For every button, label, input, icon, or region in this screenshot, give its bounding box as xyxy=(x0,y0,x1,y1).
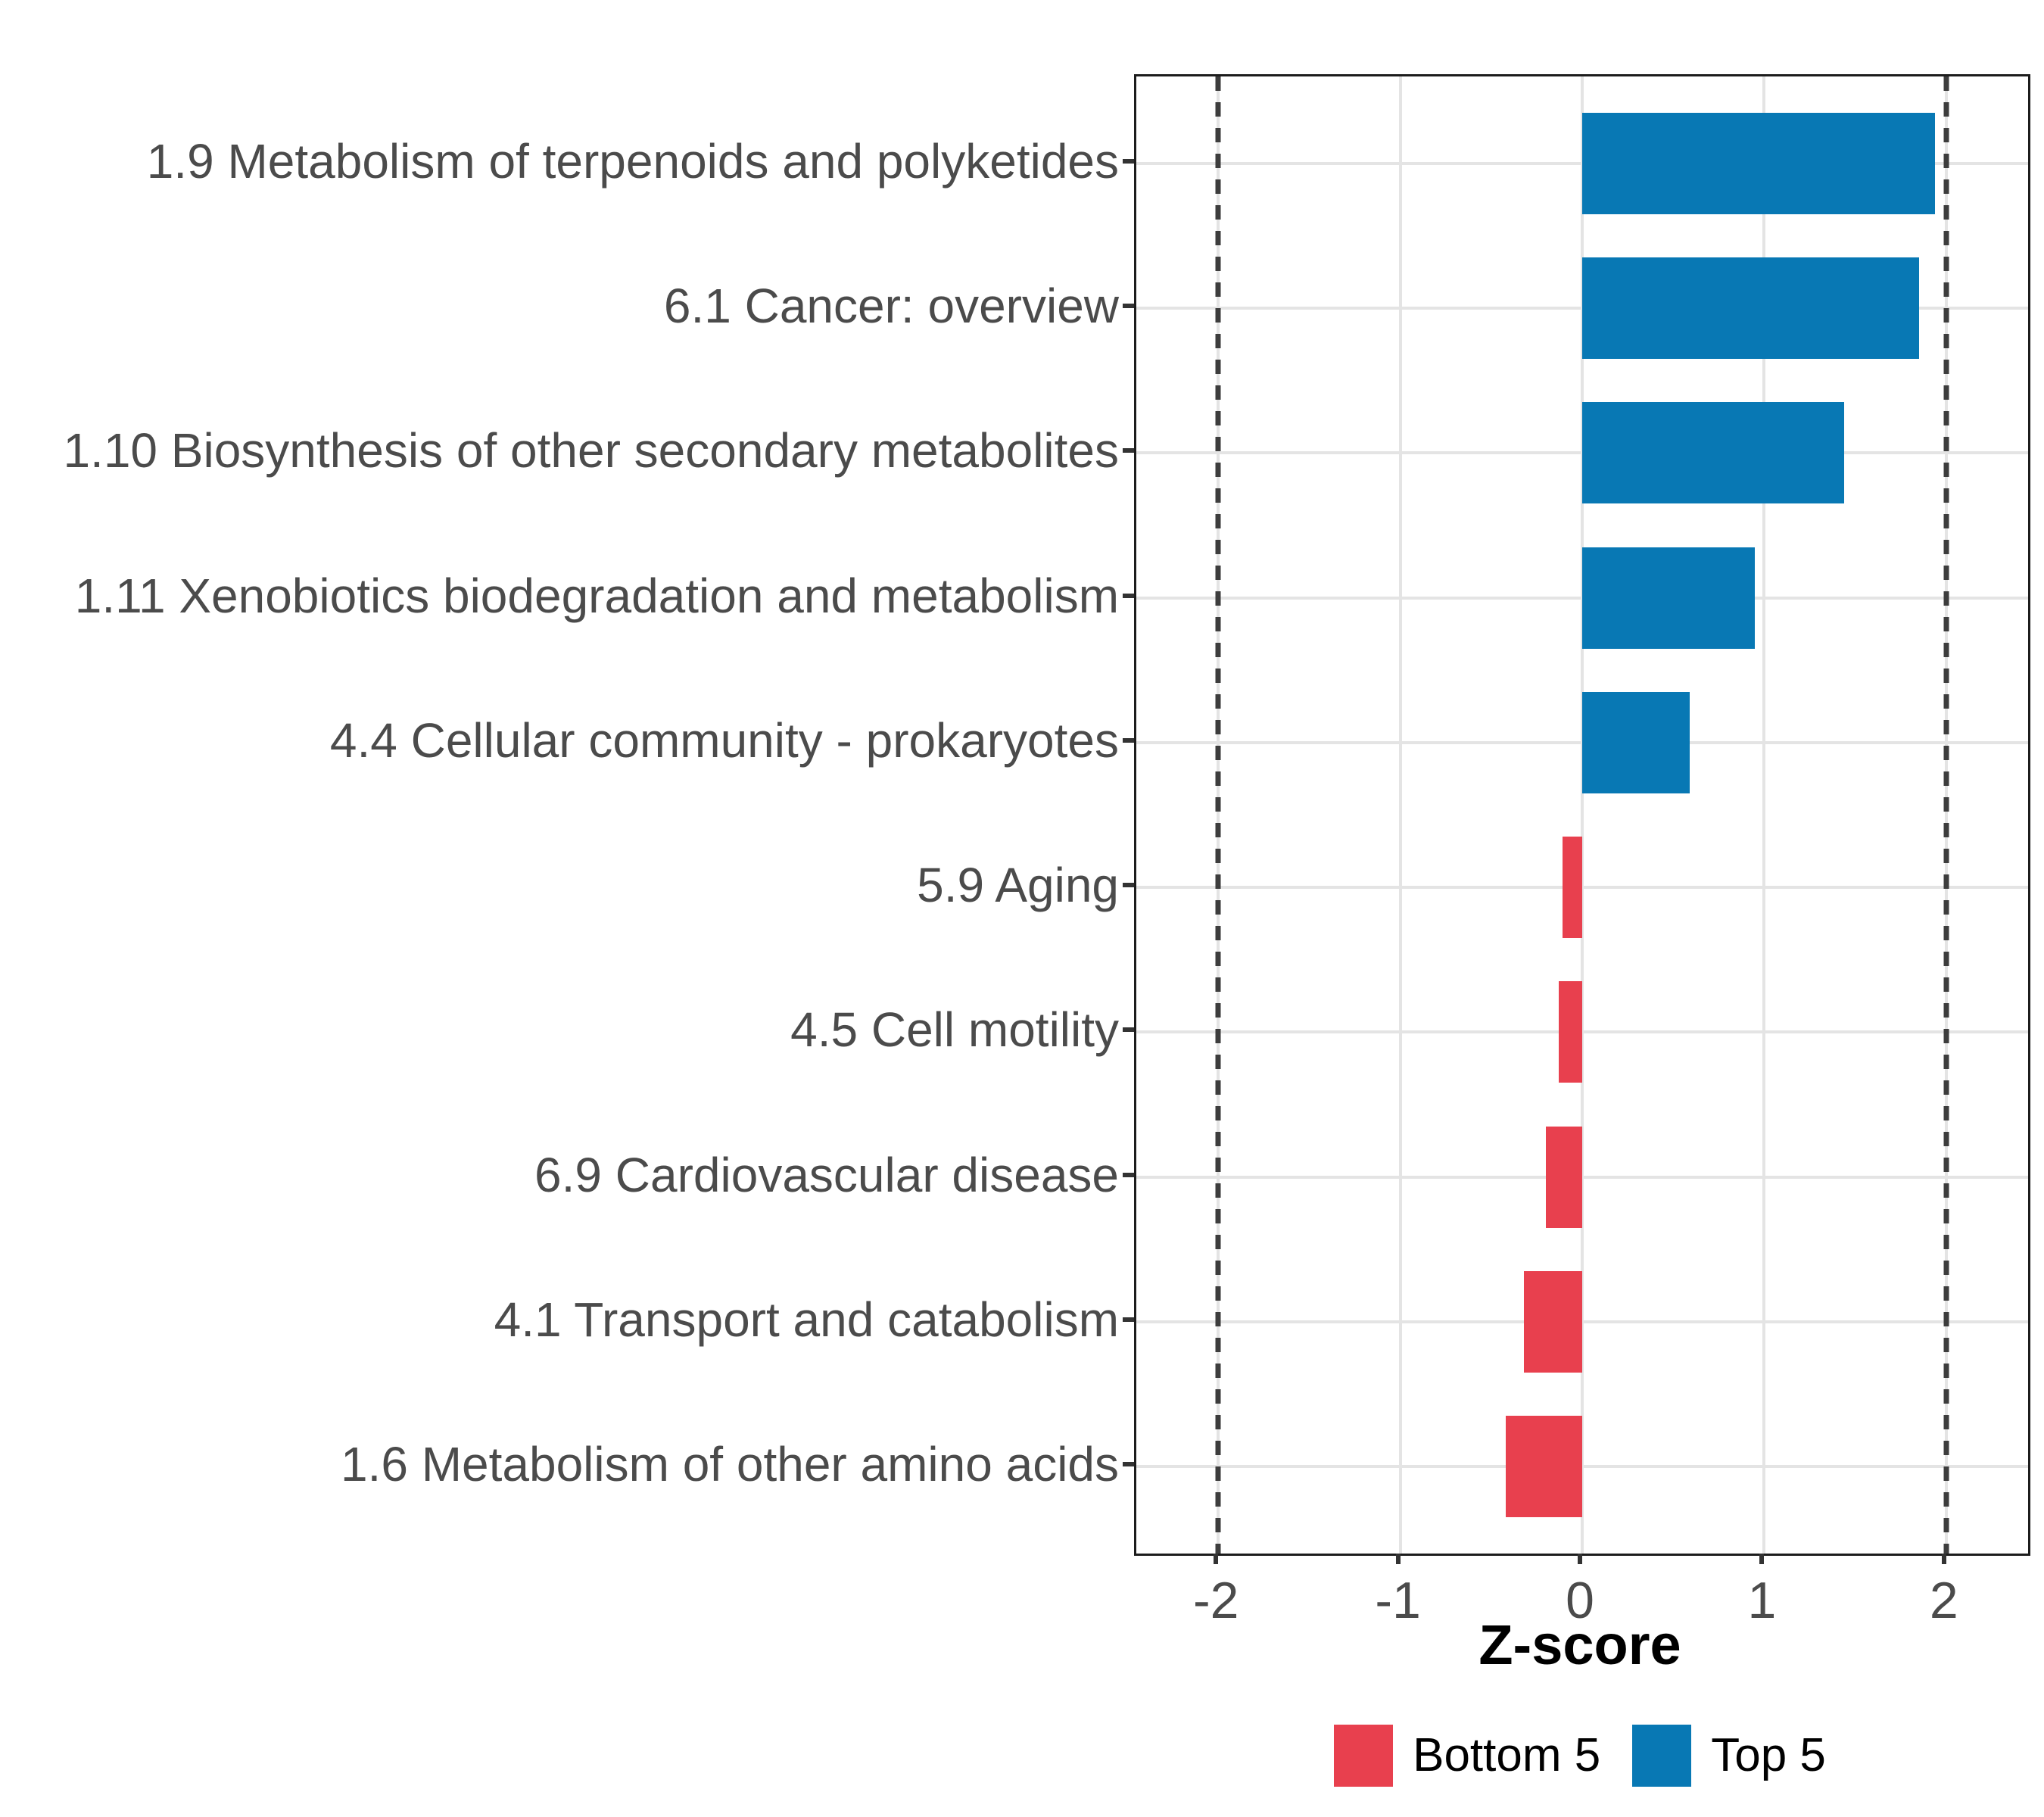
x-axis-label: -2 xyxy=(1192,1572,1239,1629)
y-axis-label: 1.10 Biosynthesis of other secondary met… xyxy=(63,423,1119,478)
y-axis-label: 6.9 Cardiovascular disease xyxy=(534,1147,1119,1202)
reference-line--2 xyxy=(1215,76,1221,1554)
legend: Bottom 5 Top 5 xyxy=(1134,1725,2026,1787)
y-axis-label: 1.6 Metabolism of other amino acids xyxy=(340,1437,1119,1492)
x-axis-tick xyxy=(1941,1554,1946,1564)
bar-top5 xyxy=(1582,112,1936,214)
legend-item-bottom5: Bottom 5 xyxy=(1334,1725,1600,1787)
x-axis-tick xyxy=(1578,1554,1582,1564)
bar-bottom5 xyxy=(1506,1416,1582,1518)
bar-bottom5 xyxy=(1558,981,1582,1083)
bar-bottom5 xyxy=(1524,1271,1582,1373)
y-axis-label: 5.9 Aging xyxy=(917,858,1119,913)
bar-bottom5 xyxy=(1562,837,1582,939)
major-gridline-y xyxy=(1136,1030,2028,1034)
reference-line-2 xyxy=(1943,76,1949,1554)
y-axis-label: 4.1 Transport and catabolism xyxy=(494,1292,1119,1347)
x-axis-label: 1 xyxy=(1747,1572,1777,1629)
bar-top5 xyxy=(1582,257,1919,359)
bar-top5 xyxy=(1582,402,1845,504)
major-gridline-y xyxy=(1136,1320,2028,1323)
y-axis-tick xyxy=(1123,737,1134,743)
x-axis-tick xyxy=(1759,1554,1765,1564)
major-gridline-y xyxy=(1136,886,2028,890)
major-gridline-x-0 xyxy=(1581,76,1584,1554)
legend-label-bottom5: Bottom 5 xyxy=(1413,1729,1601,1781)
y-axis-tick xyxy=(1123,1172,1134,1177)
legend-label-top5: Top 5 xyxy=(1711,1729,1826,1781)
y-axis-tick xyxy=(1123,158,1134,164)
major-gridline-y xyxy=(1136,1465,2028,1469)
bar-top5 xyxy=(1582,691,1690,793)
y-axis-tick xyxy=(1123,1027,1134,1033)
major-gridline-x-1 xyxy=(1762,76,1766,1554)
legend-swatch-top5 xyxy=(1632,1725,1692,1787)
x-axis-title: Z-score xyxy=(1478,1613,1681,1676)
y-axis-tick xyxy=(1123,304,1134,309)
x-axis-tick xyxy=(1395,1554,1401,1564)
bar-layer xyxy=(1136,76,2028,1554)
y-axis-label: 4.4 Cellular community - prokaryotes xyxy=(329,712,1119,768)
x-axis-label: 2 xyxy=(1929,1572,1958,1629)
y-axis-tick xyxy=(1123,448,1134,453)
legend-item-top5: Top 5 xyxy=(1632,1725,1826,1787)
y-axis-label: 4.5 Cell motility xyxy=(790,1002,1119,1058)
y-axis-label: 1.11 Xenobiotics biodegradation and meta… xyxy=(74,568,1119,623)
legend-swatch-bottom5 xyxy=(1334,1725,1394,1787)
y-axis-label: 6.1 Cancer: overview xyxy=(663,279,1119,334)
major-gridline-x--1 xyxy=(1398,76,1402,1554)
plot-panel xyxy=(1134,74,2030,1556)
y-axis-label: 1.9 Metabolism of terpenoids and polyket… xyxy=(146,133,1119,189)
y-axis-tick xyxy=(1123,1462,1134,1467)
bar-bottom5 xyxy=(1545,1126,1582,1228)
y-axis-tick xyxy=(1123,883,1134,888)
y-axis-tick xyxy=(1123,1317,1134,1322)
bar-top5 xyxy=(1582,547,1756,649)
x-axis-label: 0 xyxy=(1566,1572,1594,1629)
x-axis-label: -1 xyxy=(1375,1572,1421,1629)
y-axis-tick xyxy=(1123,593,1134,598)
major-gridline-y xyxy=(1136,1175,2028,1179)
reference-line-layer xyxy=(1136,76,2028,1554)
x-axis-tick xyxy=(1214,1554,1219,1564)
